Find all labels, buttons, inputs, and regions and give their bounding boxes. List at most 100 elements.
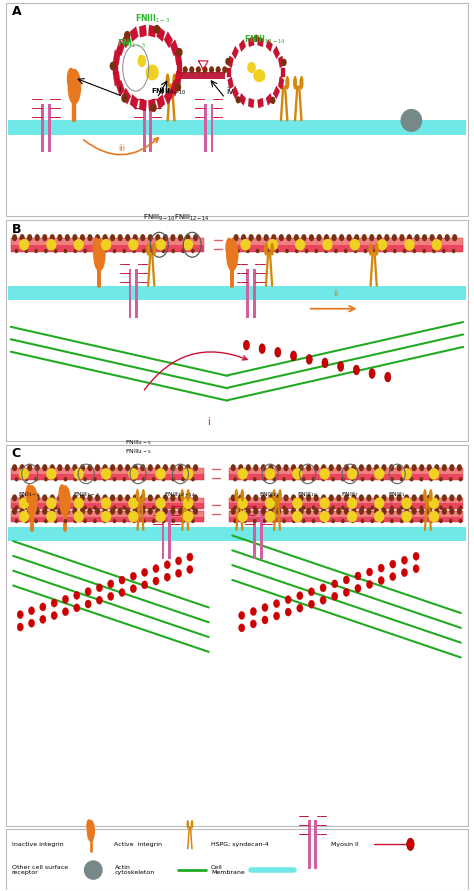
Bar bbox=[11, 511, 204, 522]
Ellipse shape bbox=[19, 511, 29, 522]
Ellipse shape bbox=[459, 519, 463, 523]
Ellipse shape bbox=[268, 464, 273, 471]
Ellipse shape bbox=[172, 477, 175, 481]
Ellipse shape bbox=[240, 489, 244, 502]
Text: HSPG; syndecan-4: HSPG; syndecan-4 bbox=[211, 842, 269, 846]
Bar bbox=[308, 821, 310, 870]
Ellipse shape bbox=[410, 505, 413, 510]
Ellipse shape bbox=[362, 234, 367, 241]
Ellipse shape bbox=[359, 508, 364, 515]
Ellipse shape bbox=[185, 234, 191, 241]
Ellipse shape bbox=[231, 508, 236, 515]
Bar bbox=[11, 498, 204, 509]
Ellipse shape bbox=[163, 495, 168, 502]
Ellipse shape bbox=[181, 477, 185, 481]
Ellipse shape bbox=[412, 249, 416, 253]
Bar bbox=[229, 517, 463, 522]
Ellipse shape bbox=[42, 508, 47, 515]
Ellipse shape bbox=[163, 464, 168, 471]
Ellipse shape bbox=[253, 477, 256, 481]
FancyBboxPatch shape bbox=[278, 77, 284, 89]
Ellipse shape bbox=[301, 234, 307, 241]
Ellipse shape bbox=[271, 234, 276, 241]
Ellipse shape bbox=[419, 519, 423, 523]
FancyBboxPatch shape bbox=[122, 32, 131, 48]
Ellipse shape bbox=[19, 234, 25, 241]
Ellipse shape bbox=[103, 519, 107, 523]
FancyBboxPatch shape bbox=[278, 56, 284, 68]
Ellipse shape bbox=[429, 234, 435, 241]
Ellipse shape bbox=[233, 477, 237, 481]
Text: Other cell surface
receptor: Other cell surface receptor bbox=[12, 864, 68, 876]
Ellipse shape bbox=[306, 495, 311, 502]
Bar bbox=[162, 511, 164, 560]
Ellipse shape bbox=[404, 239, 415, 250]
Ellipse shape bbox=[63, 608, 69, 616]
Ellipse shape bbox=[371, 505, 374, 510]
Ellipse shape bbox=[401, 556, 408, 564]
Ellipse shape bbox=[110, 234, 115, 241]
Ellipse shape bbox=[400, 519, 404, 523]
Ellipse shape bbox=[101, 511, 111, 522]
Ellipse shape bbox=[191, 519, 195, 523]
Ellipse shape bbox=[285, 76, 289, 89]
Ellipse shape bbox=[282, 519, 286, 523]
Ellipse shape bbox=[178, 234, 183, 241]
FancyBboxPatch shape bbox=[281, 68, 285, 78]
Bar bbox=[232, 238, 463, 252]
Ellipse shape bbox=[253, 519, 256, 523]
Ellipse shape bbox=[225, 238, 233, 257]
Text: FNIII$_{9-10}$: FNIII$_{9-10}$ bbox=[143, 213, 175, 224]
Ellipse shape bbox=[347, 497, 357, 509]
Ellipse shape bbox=[400, 505, 404, 510]
Ellipse shape bbox=[65, 495, 70, 502]
Ellipse shape bbox=[442, 508, 447, 515]
Ellipse shape bbox=[404, 508, 409, 515]
Ellipse shape bbox=[73, 477, 77, 481]
Ellipse shape bbox=[85, 587, 91, 595]
Ellipse shape bbox=[261, 495, 266, 502]
FancyBboxPatch shape bbox=[228, 56, 234, 68]
Ellipse shape bbox=[162, 249, 165, 253]
Bar bbox=[229, 503, 463, 509]
FancyBboxPatch shape bbox=[116, 40, 125, 56]
Ellipse shape bbox=[321, 519, 325, 523]
Ellipse shape bbox=[238, 464, 243, 471]
Ellipse shape bbox=[136, 489, 139, 502]
Ellipse shape bbox=[371, 477, 374, 481]
Ellipse shape bbox=[225, 58, 230, 65]
Ellipse shape bbox=[380, 477, 384, 481]
Ellipse shape bbox=[263, 505, 266, 510]
Bar bbox=[41, 103, 44, 152]
Ellipse shape bbox=[397, 508, 401, 515]
Ellipse shape bbox=[17, 623, 23, 631]
Ellipse shape bbox=[375, 242, 379, 256]
Bar bbox=[6, 830, 468, 889]
Ellipse shape bbox=[142, 249, 146, 253]
Ellipse shape bbox=[51, 599, 57, 607]
Ellipse shape bbox=[125, 464, 130, 471]
Ellipse shape bbox=[366, 508, 372, 515]
Ellipse shape bbox=[378, 564, 384, 572]
Ellipse shape bbox=[272, 489, 276, 502]
Ellipse shape bbox=[334, 249, 338, 253]
Ellipse shape bbox=[27, 464, 32, 471]
Ellipse shape bbox=[344, 249, 347, 253]
Text: ii: ii bbox=[333, 289, 338, 298]
Ellipse shape bbox=[299, 508, 304, 515]
Ellipse shape bbox=[263, 519, 266, 523]
Ellipse shape bbox=[148, 234, 153, 241]
Ellipse shape bbox=[152, 477, 155, 481]
Ellipse shape bbox=[103, 505, 107, 510]
Ellipse shape bbox=[24, 519, 28, 523]
Ellipse shape bbox=[95, 464, 100, 471]
FancyBboxPatch shape bbox=[228, 77, 234, 89]
Ellipse shape bbox=[183, 239, 193, 250]
Ellipse shape bbox=[170, 464, 175, 471]
Ellipse shape bbox=[243, 505, 247, 510]
Ellipse shape bbox=[347, 511, 357, 522]
Text: FNIII$_{10}$: FNIII$_{10}$ bbox=[297, 490, 318, 499]
Ellipse shape bbox=[216, 66, 221, 73]
Ellipse shape bbox=[331, 477, 335, 481]
Ellipse shape bbox=[351, 464, 356, 471]
